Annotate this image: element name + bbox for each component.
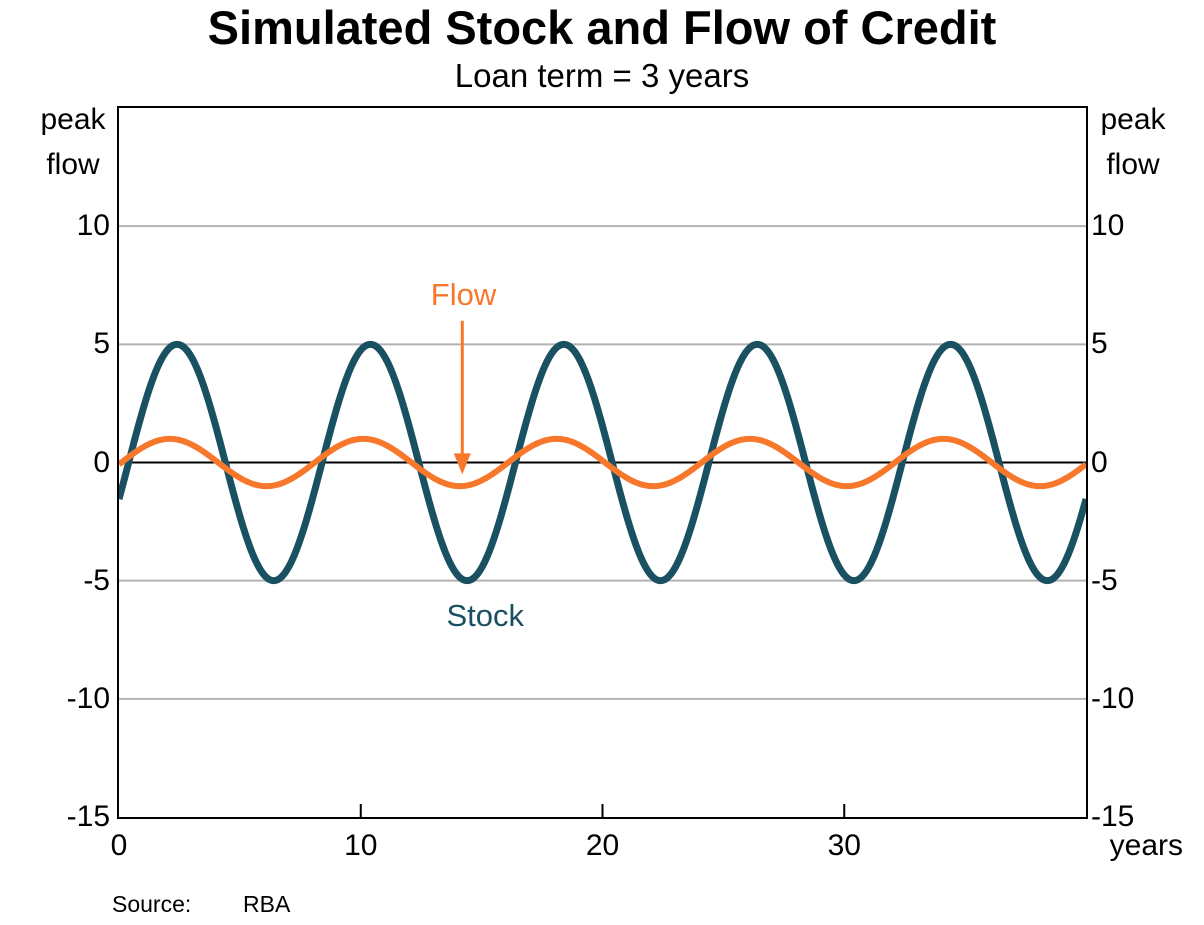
series-line-flow — [119, 435, 1086, 490]
chart-canvas — [119, 225, 1086, 817]
y-axis-unit-left: peak flow — [28, 97, 118, 187]
flow-arrow-head — [453, 453, 471, 475]
plot-area: Flow Stock — [117, 106, 1088, 819]
y-axis-unit-right-line2: flow — [1106, 148, 1160, 181]
x-tick-label-20: 20 — [585, 829, 620, 862]
y-tick-label-left-5: 5 — [93, 327, 110, 361]
source-value: RBA — [243, 891, 291, 917]
stock-series-label: Stock — [446, 598, 525, 634]
chart-subtitle: Loan term = 3 years — [454, 57, 750, 94]
x-tick-label-0: 0 — [110, 829, 128, 862]
flow-series-label: Flow — [430, 276, 497, 312]
y-tick-label-left--5: -5 — [83, 563, 110, 597]
y-tick-label-right-5: 5 — [1091, 327, 1108, 361]
y-tick-label-right--10: -10 — [1091, 681, 1135, 715]
y-tick-label-left--15: -15 — [66, 800, 110, 833]
x-tick-label-30: 30 — [827, 829, 861, 862]
series-line-stock — [119, 340, 1086, 585]
y-axis-unit-left-line2: flow — [46, 148, 100, 181]
y-tick-label-left-10: 10 — [76, 209, 110, 243]
y-axis-unit-right-line1: peak — [1100, 103, 1166, 136]
y-tick-label-right--15: -15 — [1091, 800, 1135, 833]
y-tick-label-left--10: -10 — [66, 681, 110, 715]
chart-title: Simulated Stock and Flow of Credit — [207, 1, 997, 54]
source-label: Source: — [112, 891, 192, 917]
y-tick-label-right--5: -5 — [1091, 563, 1118, 597]
y-axis-unit-left-line1: peak — [40, 103, 106, 136]
y-tick-label-right-10: 10 — [1091, 209, 1125, 243]
x-tick-label-10: 10 — [344, 829, 378, 862]
y-tick-label-left-0: 0 — [93, 445, 110, 479]
x-axis-unit: years — [1109, 829, 1183, 862]
y-tick-label-right-0: 0 — [1091, 445, 1108, 479]
y-axis-unit-right: peak flow — [1088, 97, 1178, 187]
